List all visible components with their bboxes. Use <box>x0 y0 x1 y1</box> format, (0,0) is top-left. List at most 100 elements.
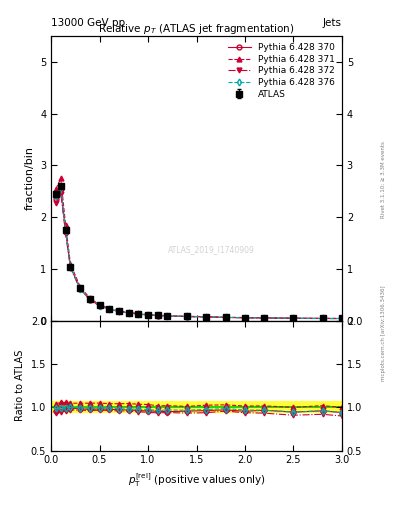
Pythia 6.428 371 <box>262 315 267 321</box>
Pythia 6.428 370 <box>136 311 141 317</box>
Y-axis label: Ratio to ATLAS: Ratio to ATLAS <box>15 350 25 421</box>
Pythia 6.428 371 <box>88 295 92 301</box>
Pythia 6.428 376 <box>63 228 68 234</box>
Pythia 6.428 372 <box>223 314 228 321</box>
Pythia 6.428 372 <box>165 313 170 319</box>
Text: 13000 GeV pp: 13000 GeV pp <box>51 18 125 28</box>
Pythia 6.428 370 <box>320 315 325 322</box>
Pythia 6.428 371 <box>146 311 151 317</box>
Pythia 6.428 372 <box>126 310 131 316</box>
Pythia 6.428 376 <box>97 303 102 309</box>
Pythia 6.428 371 <box>107 306 112 312</box>
Pythia 6.428 372 <box>63 231 68 237</box>
Pythia 6.428 370 <box>291 315 296 322</box>
Pythia 6.428 371 <box>320 315 325 322</box>
Pythia 6.428 376 <box>59 184 63 190</box>
Pythia 6.428 370 <box>126 310 131 316</box>
Pythia 6.428 376 <box>88 296 92 303</box>
Pythia 6.428 372 <box>242 315 247 321</box>
Pythia 6.428 370 <box>184 313 189 319</box>
Pythia 6.428 371 <box>242 314 247 321</box>
Pythia 6.428 370 <box>63 229 68 235</box>
Pythia 6.428 372 <box>59 191 63 197</box>
Text: ATLAS_2019_I1740909: ATLAS_2019_I1740909 <box>167 245 255 254</box>
Pythia 6.428 370 <box>53 196 58 202</box>
Pythia 6.428 372 <box>320 315 325 322</box>
Pythia 6.428 370 <box>146 312 151 318</box>
Pythia 6.428 370 <box>107 306 112 312</box>
Pythia 6.428 372 <box>155 312 160 318</box>
Line: Pythia 6.428 370: Pythia 6.428 370 <box>53 186 344 321</box>
Pythia 6.428 376 <box>126 310 131 316</box>
Pythia 6.428 372 <box>184 313 189 319</box>
Pythia 6.428 376 <box>78 286 83 292</box>
Pythia 6.428 370 <box>97 303 102 309</box>
Pythia 6.428 371 <box>291 315 296 321</box>
Pythia 6.428 371 <box>53 186 58 192</box>
Pythia 6.428 371 <box>155 312 160 318</box>
Pythia 6.428 370 <box>88 296 92 303</box>
Pythia 6.428 370 <box>117 308 121 314</box>
Pythia 6.428 370 <box>165 313 170 319</box>
Pythia 6.428 371 <box>117 308 121 314</box>
Pythia 6.428 376 <box>291 315 296 322</box>
X-axis label: $p_{\mathrm{T}}^{\mathrm{[rel]}}$ (positive values only): $p_{\mathrm{T}}^{\mathrm{[rel]}}$ (posit… <box>127 471 266 489</box>
Bar <box>51 401 342 413</box>
Title: Relative $p_T$ (ATLAS jet fragmentation): Relative $p_T$ (ATLAS jet fragmentation) <box>98 22 295 36</box>
Line: Pythia 6.428 372: Pythia 6.428 372 <box>53 191 344 321</box>
Pythia 6.428 372 <box>117 308 121 314</box>
Pythia 6.428 372 <box>291 315 296 322</box>
Pythia 6.428 372 <box>146 312 151 318</box>
Pythia 6.428 376 <box>146 312 151 318</box>
Legend: Pythia 6.428 370, Pythia 6.428 371, Pythia 6.428 372, Pythia 6.428 376, ATLAS: Pythia 6.428 370, Pythia 6.428 371, Pyth… <box>225 40 338 101</box>
Pythia 6.428 376 <box>117 308 121 314</box>
Line: Pythia 6.428 371: Pythia 6.428 371 <box>53 176 344 321</box>
Pythia 6.428 376 <box>320 315 325 322</box>
Line: Pythia 6.428 376: Pythia 6.428 376 <box>53 185 344 321</box>
Pythia 6.428 371 <box>204 314 209 320</box>
Pythia 6.428 371 <box>68 261 73 267</box>
Pythia 6.428 372 <box>97 303 102 309</box>
Pythia 6.428 372 <box>53 200 58 206</box>
Pythia 6.428 372 <box>340 315 344 322</box>
Pythia 6.428 370 <box>242 315 247 321</box>
Pythia 6.428 370 <box>68 264 73 270</box>
Pythia 6.428 372 <box>68 265 73 271</box>
Pythia 6.428 371 <box>136 310 141 316</box>
Pythia 6.428 376 <box>184 313 189 319</box>
Pythia 6.428 376 <box>242 314 247 321</box>
Pythia 6.428 371 <box>165 313 170 319</box>
Pythia 6.428 376 <box>262 315 267 321</box>
Pythia 6.428 376 <box>340 315 344 322</box>
Pythia 6.428 371 <box>59 175 63 181</box>
Pythia 6.428 371 <box>63 222 68 228</box>
Pythia 6.428 376 <box>165 313 170 319</box>
Text: Rivet 3.1.10; ≥ 3.3M events: Rivet 3.1.10; ≥ 3.3M events <box>381 141 386 218</box>
Pythia 6.428 376 <box>53 193 58 199</box>
Pythia 6.428 376 <box>223 314 228 321</box>
Y-axis label: fraction/bin: fraction/bin <box>24 146 35 210</box>
Pythia 6.428 371 <box>97 302 102 308</box>
Pythia 6.428 371 <box>184 313 189 319</box>
Pythia 6.428 372 <box>107 306 112 312</box>
Pythia 6.428 372 <box>78 286 83 292</box>
Pythia 6.428 372 <box>262 315 267 321</box>
Text: mcplots.cern.ch [arXiv:1306.3436]: mcplots.cern.ch [arXiv:1306.3436] <box>381 285 386 380</box>
Pythia 6.428 370 <box>262 315 267 321</box>
Pythia 6.428 370 <box>78 286 83 292</box>
Pythia 6.428 370 <box>223 314 228 321</box>
Pythia 6.428 371 <box>126 309 131 315</box>
Pythia 6.428 370 <box>155 312 160 318</box>
Pythia 6.428 372 <box>136 311 141 317</box>
Pythia 6.428 370 <box>340 315 344 322</box>
Pythia 6.428 372 <box>204 314 209 320</box>
Pythia 6.428 370 <box>59 186 63 192</box>
Pythia 6.428 371 <box>223 314 228 321</box>
Text: Jets: Jets <box>323 18 342 28</box>
Pythia 6.428 371 <box>340 315 344 322</box>
Pythia 6.428 372 <box>88 297 92 303</box>
Pythia 6.428 376 <box>136 311 141 317</box>
Pythia 6.428 376 <box>68 264 73 270</box>
Pythia 6.428 371 <box>78 284 83 290</box>
Pythia 6.428 376 <box>107 306 112 312</box>
